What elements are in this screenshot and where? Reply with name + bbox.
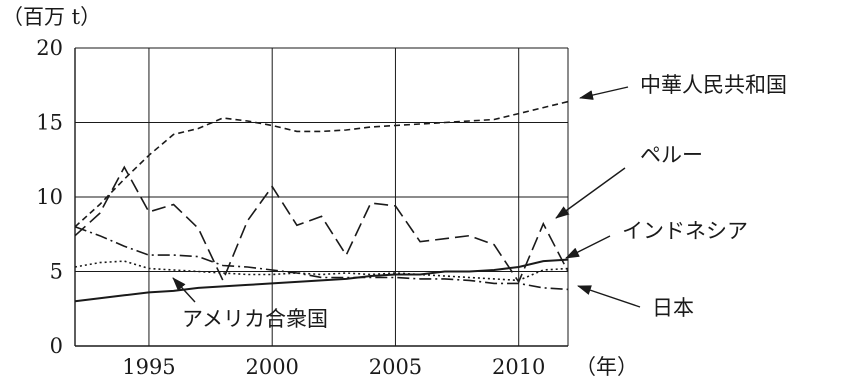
annotation-arrow [565, 235, 611, 259]
annotation-arrow [172, 277, 196, 303]
series-lines [74, 100, 569, 303]
x-tick-label: 2005 [369, 355, 422, 379]
y-axis-unit: （百万 t） [2, 5, 101, 29]
annotation-arrow [555, 167, 626, 219]
axes [74, 48, 569, 347]
x-tick-label: 2010 [492, 355, 545, 379]
series-line-1 [74, 165, 569, 284]
series-label: 中華人民共和国 [640, 73, 787, 97]
tick-labels: 0 5 10 15 20 1995 2000 2005 2010 [36, 36, 545, 379]
y-tick-label: 15 [36, 111, 63, 135]
series-label: インドネシア [622, 219, 748, 243]
series-line-0 [74, 100, 569, 228]
y-tick-label: 0 [50, 334, 63, 358]
y-tick-label: 10 [36, 185, 63, 209]
x-tick-label: 1995 [122, 355, 175, 379]
series-label: アメリカ合衆国 [182, 307, 328, 331]
grid [75, 47, 568, 347]
y-tick-label: 20 [36, 36, 63, 60]
series-line-3 [74, 226, 569, 291]
annotation-arrow [579, 86, 629, 100]
annotation-arrow [577, 285, 641, 308]
y-tick-label: 5 [50, 260, 63, 284]
x-axis-unit: （年） [575, 355, 638, 379]
series-label: ペルー [640, 143, 703, 167]
x-tick-label: 2000 [245, 355, 298, 379]
series-line-2 [74, 258, 569, 303]
series-label: 日本 [652, 296, 694, 320]
